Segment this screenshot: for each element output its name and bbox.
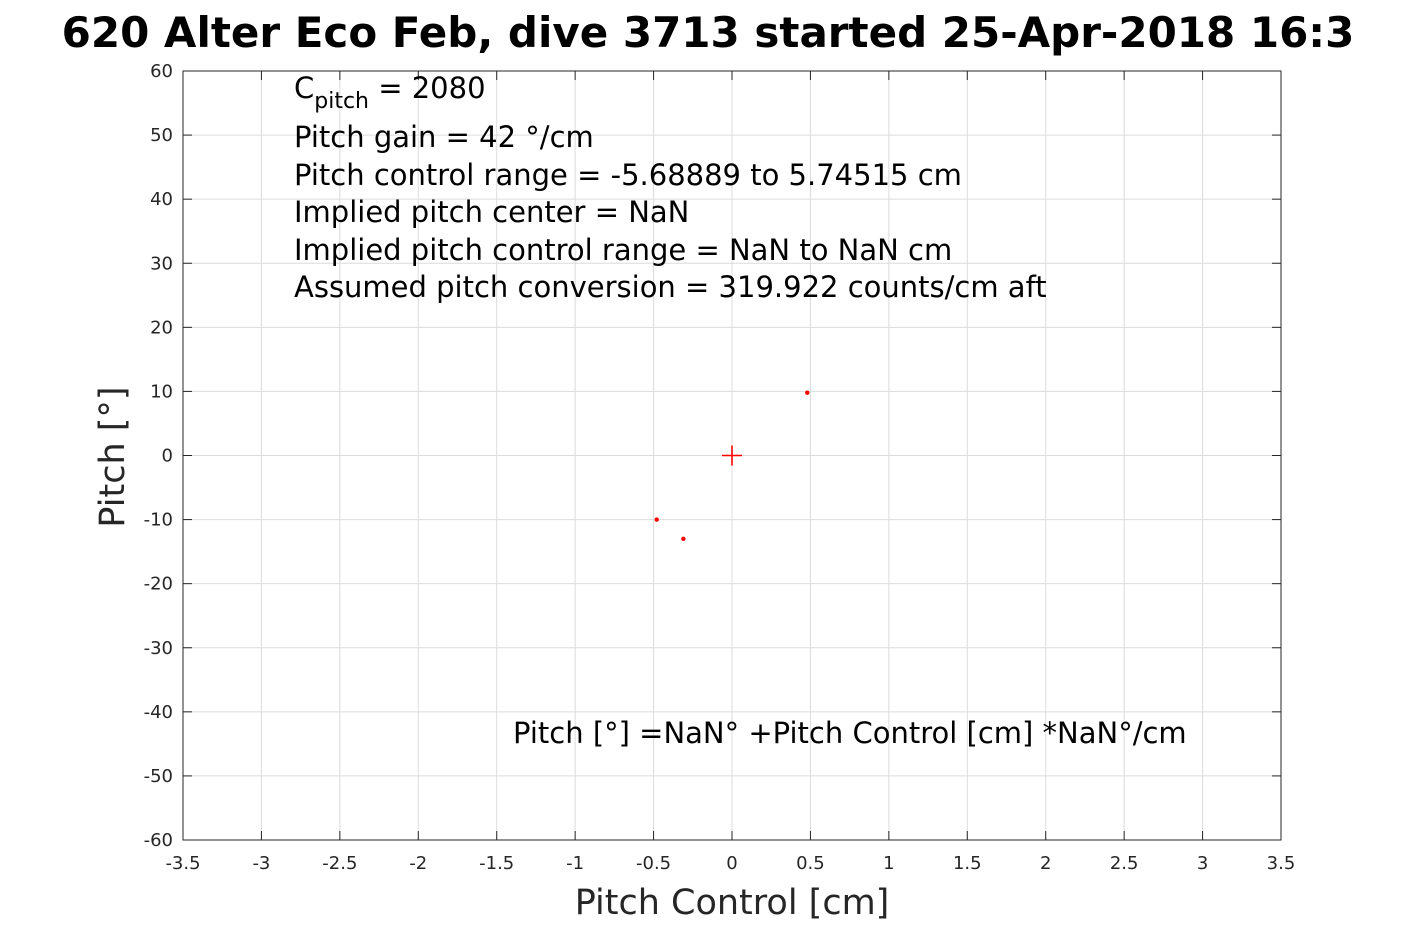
annotation-line-implied-center: Implied pitch center = NaN [294,195,689,229]
y-tick-label: 10 [150,381,173,402]
y-tick-label: -10 [144,510,173,531]
annotation-block: Cpitch = 2080 Pitch gain = 42 °/cm Pitch… [294,71,1047,304]
x-tick-label: 0.5 [796,853,825,874]
y-tick-label: 20 [150,317,173,338]
y-axis-label: Pitch [°] [93,386,133,527]
annotation-line-control-range: Pitch control range = -5.68889 to 5.7451… [294,158,962,192]
y-tick-labels: -60 -50 -40 -30 -20 -10 0 10 20 30 40 50 60 [144,61,173,851]
x-tick-label: -2.5 [322,853,357,874]
c-pitch-annotation: Cpitch = 2080 [294,71,486,114]
y-tick-label: -30 [144,638,173,659]
x-tick-label: -0.5 [636,853,671,874]
y-tick-label: -40 [144,702,173,723]
grid-lines [182,70,1282,841]
x-tick-label: -3.5 [165,853,200,874]
x-tick-label: 2 [1040,853,1051,874]
c-pitch-subscript: pitch [314,89,369,114]
y-tick-label: -50 [144,766,173,787]
annotation-line-pitch-conversion: Assumed pitch conversion = 319.922 count… [294,270,1047,304]
c-pitch-value: = 2080 [369,71,486,105]
center-plus-marker [722,445,742,466]
data-points [654,390,810,542]
y-tick-label: 60 [150,61,173,82]
x-tick-label: 2.5 [1110,853,1139,874]
annotation-line-pitch-gain: Pitch gain = 42 °/cm [294,120,594,154]
y-tick-label: 50 [150,125,173,146]
x-tick-label: 3 [1197,853,1208,874]
fit-equation-label: Pitch [°] =NaN° +Pitch Control [cm] *NaN… [513,716,1187,750]
x-tick-label: 0 [726,853,737,874]
y-tick-label: -20 [144,574,173,595]
x-tick-label: 1 [883,853,894,874]
c-pitch-symbol: C [294,71,314,105]
x-tick-label: 3.5 [1267,853,1296,874]
y-tick-label: 0 [162,446,173,467]
chart-title: 620 Alter Eco Feb, dive 3713 started 25-… [62,8,1355,57]
scatter-point [805,390,810,395]
annotation-line-implied-range: Implied pitch control range = NaN to NaN… [294,233,952,267]
y-tick-label: 30 [150,253,173,274]
x-tick-label: 1.5 [953,853,982,874]
axis-ticks [182,70,1282,841]
y-tick-label: 40 [150,189,173,210]
x-tick-label: -2 [409,853,427,874]
scatter-point [654,517,659,522]
scatter-point [681,536,686,542]
x-tick-label: -1.5 [479,853,514,874]
x-tick-label: -1 [566,853,584,874]
x-axis-label: Pitch Control [cm] [575,883,890,923]
y-tick-label: -60 [144,830,173,851]
x-tick-labels: -3.5 -3 -2.5 -2 -1.5 -1 -0.5 0 0.5 1 1.5 2 2.5 3 3.5 [165,853,1295,874]
x-tick-label: -3 [252,853,270,874]
